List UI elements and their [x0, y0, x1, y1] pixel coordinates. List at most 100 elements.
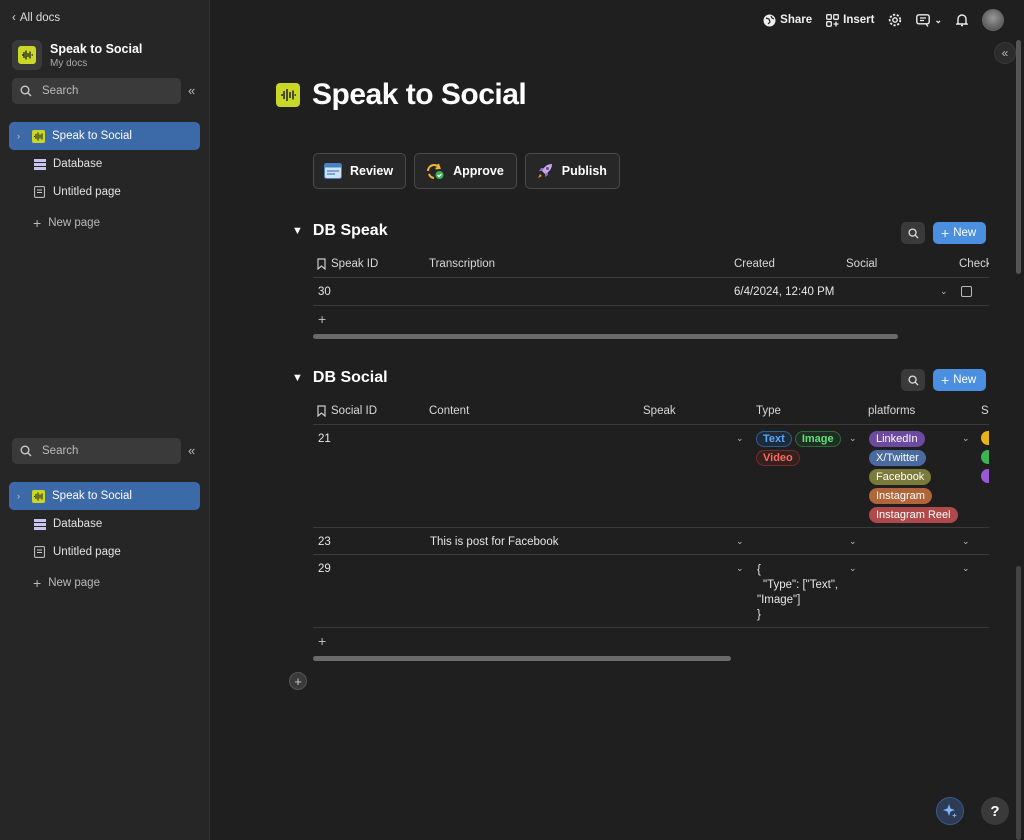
chevron-down-icon[interactable]: ⌄: [736, 536, 744, 546]
vertical-scrollbar-track[interactable]: [1016, 566, 1021, 840]
column-header[interactable]: Speak ID: [331, 258, 379, 270]
column-header[interactable]: St: [981, 405, 989, 417]
ai-assistant-button[interactable]: [936, 797, 964, 825]
avatar[interactable]: [982, 9, 1004, 31]
column-header[interactable]: Social: [846, 258, 878, 270]
table-row[interactable]: 23 This is post for Facebook ⌄ ⌄ ⌄: [313, 528, 989, 555]
json-line: {: [757, 564, 761, 576]
column-header[interactable]: Type: [756, 405, 781, 417]
horizontal-scrollbar[interactable]: [313, 334, 898, 339]
search-placeholder: Search: [42, 445, 79, 457]
type-tag: Video: [756, 450, 800, 466]
sidebar-search-input[interactable]: Search: [12, 438, 181, 464]
platforms-cell[interactable]: LinkedIn X/Twitter Facebook Instagram In…: [869, 431, 958, 526]
new-page-button[interactable]: + New page: [9, 569, 200, 597]
table-row[interactable]: 21 ⌄ Text Image Video ⌄ LinkedIn X/Twitte…: [313, 425, 989, 528]
chevron-down-icon[interactable]: ⌄: [962, 536, 970, 546]
chevron-down-icon[interactable]: ⌄: [962, 433, 970, 443]
new-page-label: New page: [48, 217, 100, 229]
platform-tag: X/Twitter: [869, 450, 926, 466]
db-social-new-button[interactable]: + New: [933, 369, 987, 391]
created-cell[interactable]: 6/4/2024, 12:40 PM: [734, 286, 835, 298]
column-header[interactable]: platforms: [868, 405, 916, 417]
sidebar-item-speak-to-social[interactable]: › Speak to Social: [9, 482, 200, 510]
chevron-down-icon[interactable]: ⌄: [849, 536, 857, 546]
doc-header[interactable]: Speak to Social My docs: [12, 40, 142, 70]
sidebar-item-untitled-page[interactable]: Untitled page: [9, 178, 200, 206]
social-id-cell[interactable]: 23: [318, 536, 331, 548]
collapse-sidebar-icon[interactable]: «: [188, 443, 196, 458]
social-id-cell[interactable]: 21: [318, 433, 331, 445]
speak-id-cell[interactable]: 30: [318, 286, 331, 298]
column-header[interactable]: Transcription: [429, 258, 496, 270]
sidebar-item-untitled-page[interactable]: Untitled page: [9, 538, 200, 566]
chevron-down-icon[interactable]: ⌄: [736, 433, 744, 443]
chevron-right-icon[interactable]: ›: [17, 491, 20, 501]
db-speak-search-button[interactable]: [901, 222, 925, 244]
collapse-triangle-icon[interactable]: ▼: [292, 225, 303, 237]
db-social-search-button[interactable]: [901, 369, 925, 391]
sidebar-item-speak-to-social[interactable]: › Speak to Social: [9, 122, 200, 150]
chevron-down-icon[interactable]: ⌄: [849, 563, 857, 573]
collapse-panel-icon[interactable]: «: [994, 42, 1016, 64]
column-header[interactable]: Content: [429, 405, 470, 417]
horizontal-scrollbar[interactable]: [313, 656, 731, 661]
chevron-down-icon[interactable]: ⌄: [849, 433, 857, 443]
content-cell[interactable]: This is post for Facebook: [430, 536, 559, 548]
waveform-icon: [32, 489, 45, 503]
doc-title: Speak to Social: [50, 41, 143, 56]
all-docs-link[interactable]: ‹ All docs: [12, 12, 60, 24]
column-header[interactable]: Check: [959, 258, 989, 270]
page-title[interactable]: Speak to Social: [312, 78, 527, 111]
collapse-sidebar-icon[interactable]: «: [188, 83, 196, 98]
publish-button[interactable]: Publish: [524, 153, 620, 189]
add-row-button[interactable]: +: [318, 633, 327, 649]
table-row[interactable]: 29 ⌄ { "Type": ["Text", "Image"] } ⌄ ⌄: [313, 555, 989, 628]
comments-dropdown[interactable]: ⌄: [916, 13, 942, 27]
type-tag: Image: [794, 431, 841, 447]
notifications-button[interactable]: [956, 13, 968, 27]
sidebar-item-database[interactable]: Database: [9, 510, 200, 538]
db-speak-new-button[interactable]: + New: [933, 222, 987, 244]
chevron-down-icon[interactable]: ⌄: [736, 563, 744, 573]
type-cell[interactable]: Text Image Video: [756, 431, 856, 469]
database-icon: [33, 158, 46, 171]
chevron-down-icon[interactable]: ⌄: [940, 286, 948, 296]
approve-button[interactable]: Approve: [414, 153, 517, 189]
new-page-button[interactable]: + New page: [9, 209, 200, 237]
column-header[interactable]: Speak: [643, 405, 676, 417]
top-bar: Share Insert ⌄: [763, 9, 1004, 31]
approve-label: Approve: [453, 164, 504, 178]
json-line: "Image"]: [757, 594, 801, 606]
table-header-row: Speak ID Transcription Created Social Ch…: [313, 250, 989, 278]
add-block-button[interactable]: +: [289, 672, 307, 690]
globe-icon: [763, 14, 776, 26]
bookmark-icon: [317, 258, 326, 270]
share-label: Share: [780, 14, 813, 26]
action-buttons: Review Approve Publish: [313, 153, 620, 189]
status-tag: [981, 431, 989, 445]
waveform-icon[interactable]: [276, 83, 300, 107]
chevron-down-icon[interactable]: ⌄: [962, 563, 970, 573]
column-header[interactable]: Social ID: [331, 405, 378, 417]
review-button[interactable]: Review: [313, 153, 407, 189]
type-json-cell[interactable]: { "Type": ["Text", "Image"] }: [757, 563, 838, 623]
share-button[interactable]: Share: [763, 14, 812, 27]
db-social-title[interactable]: ▼ DB Social: [292, 369, 388, 387]
sidebar-item-database[interactable]: Database: [9, 150, 200, 178]
db-speak-title[interactable]: ▼ DB Speak: [292, 222, 388, 240]
chevron-right-icon[interactable]: ›: [17, 131, 20, 141]
column-header[interactable]: Created: [734, 258, 775, 270]
help-button[interactable]: ?: [981, 797, 1009, 825]
social-id-cell[interactable]: 29: [318, 563, 331, 575]
table-row[interactable]: 30 6/4/2024, 12:40 PM ⌄: [313, 278, 989, 306]
sparkle-icon: [943, 804, 957, 818]
check-checkbox[interactable]: [961, 286, 972, 297]
sidebar-search-input[interactable]: Search: [12, 78, 181, 104]
add-row-button[interactable]: +: [318, 311, 327, 327]
collapse-triangle-icon[interactable]: ▼: [292, 372, 303, 384]
settings-button[interactable]: [888, 13, 902, 27]
vertical-scrollbar[interactable]: [1016, 40, 1021, 274]
db-speak-table: Speak ID Transcription Created Social Ch…: [313, 250, 989, 332]
insert-button[interactable]: Insert: [826, 13, 874, 27]
